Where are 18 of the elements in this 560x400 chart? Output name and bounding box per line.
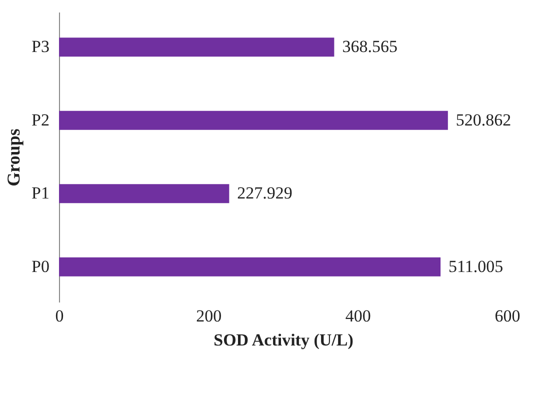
data-label: 227.929 <box>237 184 292 203</box>
y-tick-label: P3 <box>32 37 50 56</box>
bar <box>59 110 448 130</box>
bar <box>59 257 441 276</box>
data-label: 368.565 <box>342 37 398 56</box>
x-tick-label: 200 <box>196 306 222 326</box>
y-tick-label: P0 <box>32 256 50 276</box>
y-tick-label: P2 <box>32 110 50 130</box>
data-label: 520.862 <box>456 110 512 130</box>
y-axis-title: Groups <box>4 128 24 186</box>
x-tick-label: 400 <box>345 306 371 326</box>
x-tick-label: 0 <box>55 306 64 326</box>
bar <box>59 184 230 204</box>
x-axis-title: SOD Activity (U/L) <box>214 330 354 350</box>
x-tick-label: 600 <box>494 306 520 326</box>
y-tick-label: P1 <box>32 184 50 203</box>
bar <box>59 38 334 57</box>
data-label: 511.005 <box>448 256 504 276</box>
